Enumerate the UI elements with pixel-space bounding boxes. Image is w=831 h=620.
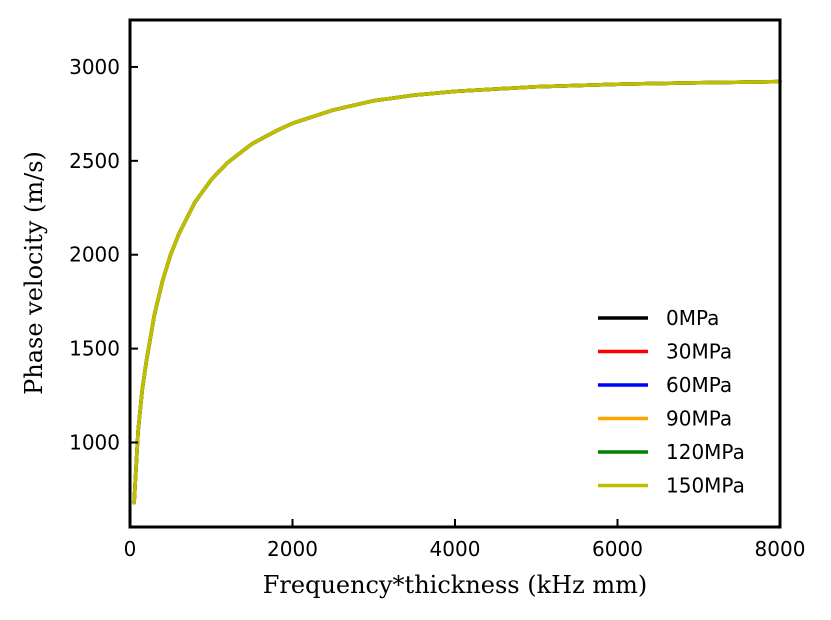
x-tick-label-1: 2000 bbox=[267, 537, 318, 561]
y-tick-label-1: 1500 bbox=[69, 337, 120, 361]
y-axis-title: Phase velocity (m/s) bbox=[20, 151, 48, 395]
y-tick-label-2: 2000 bbox=[69, 243, 120, 267]
legend: 0MPa 30MPa 60MPa 90MPa 120MPa 150MPa bbox=[598, 306, 745, 498]
legend-label-2: 60MPa bbox=[666, 373, 732, 397]
y-tick-label-0: 1000 bbox=[69, 431, 120, 455]
legend-label-3: 90MPa bbox=[666, 407, 732, 431]
legend-label-5: 150MPa bbox=[666, 474, 745, 498]
y-tick-label-4: 3000 bbox=[69, 55, 120, 79]
x-axis-ticks: 0 2000 4000 6000 8000 bbox=[124, 519, 806, 561]
series-layer bbox=[132, 79, 782, 505]
series-line-5 bbox=[132, 79, 782, 505]
x-tick-label-2: 4000 bbox=[430, 537, 481, 561]
x-axis-title: Frequency*thickness (kHz mm) bbox=[263, 571, 647, 599]
legend-label-1: 30MPa bbox=[666, 340, 732, 364]
x-tick-label-3: 6000 bbox=[592, 537, 643, 561]
x-tick-label-4: 8000 bbox=[755, 537, 806, 561]
legend-label-0: 0MPa bbox=[666, 306, 719, 330]
x-tick-label-0: 0 bbox=[124, 537, 137, 561]
y-axis-ticks: 1000 1500 2000 2500 3000 bbox=[69, 55, 138, 455]
legend-label-4: 120MPa bbox=[666, 440, 745, 464]
y-tick-label-3: 2500 bbox=[69, 149, 120, 173]
